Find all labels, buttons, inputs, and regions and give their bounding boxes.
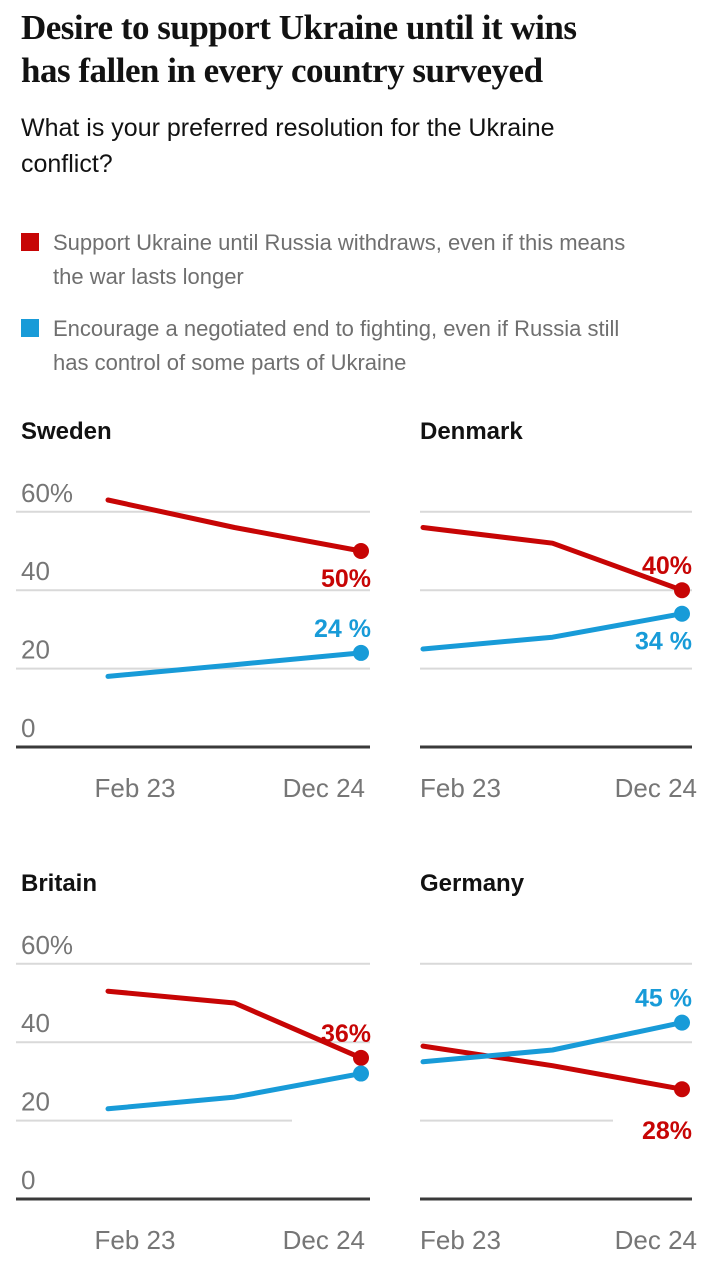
x-tick-label-end: Dec 24 [615, 1225, 697, 1255]
x-tick-label-start: Feb 23 [95, 1225, 176, 1255]
red-value-label: 50% [321, 565, 371, 593]
red-line [420, 1043, 685, 1092]
chart-legend: Support Ukraine until Russia withdraws, … [21, 226, 697, 398]
x-tick-label-end: Dec 24 [283, 773, 365, 803]
panel-title-sweden: Sweden [21, 418, 112, 445]
x-tick-label-end: Dec 24 [615, 773, 697, 803]
denmark-chart: 40% 34 % Feb 23 Dec 24 [420, 510, 697, 803]
red-value-label: 28% [642, 1117, 692, 1145]
y-tick-label: 40 [21, 1008, 50, 1038]
panel-title-britain: Britain [21, 870, 98, 897]
legend-text-line: Support Ukraine until Russia withdraws, … [53, 230, 626, 255]
x-tick-label-start: Feb 23 [420, 773, 501, 803]
britain-plot-area: 0 20 40 60% 36% Feb 23 Dec 24 [16, 934, 374, 1264]
legend-item-support-ukraine: Support Ukraine until Russia withdraws, … [21, 226, 697, 294]
x-tick-label-start: Feb 23 [95, 773, 176, 803]
blue-swatch-icon [21, 319, 39, 337]
red-end-dot [353, 543, 369, 559]
sweden-chart: 0 20 40 60% 50% 24 % Feb 23 Dec 24 [16, 482, 371, 803]
red-swatch-icon [21, 233, 39, 251]
y-tick-label: 40 [21, 556, 50, 586]
x-tick-label-start: Feb 23 [420, 1225, 501, 1255]
red-end-dot [674, 582, 690, 599]
sweden-plot-area: 0 20 40 60% 50% 24 % Feb 23 Dec 24 [16, 482, 374, 812]
y-tick-label: 0 [21, 1165, 35, 1195]
blue-line [420, 1020, 685, 1065]
legend-text-line: the war lasts longer [53, 264, 244, 289]
page-title: Desire to support Ukraine until it wins … [21, 6, 697, 92]
red-value-label: 40% [642, 552, 692, 580]
x-tick-label-end: Dec 24 [283, 1225, 365, 1255]
chart-subtitle: What is your preferred resolution for th… [21, 110, 697, 182]
red-end-dot [674, 1081, 690, 1098]
y-tick-label: 20 [21, 1087, 50, 1117]
chart-header: Desire to support Ukraine until it wins … [21, 6, 697, 182]
title-line-1: Desire to support Ukraine until it wins [21, 8, 577, 47]
subtitle-line-2: conflict? [21, 150, 113, 178]
red-line [105, 497, 364, 554]
blue-end-dot [674, 1014, 690, 1031]
y-tick-label: 60% [21, 934, 73, 960]
legend-text-line: has control of some parts of Ukraine [53, 350, 407, 375]
blue-line [105, 1071, 364, 1112]
blue-value-label: 34 % [635, 628, 692, 656]
germany-chart: 28% 45 % Feb 23 Dec 24 [420, 962, 697, 1255]
legend-item-negotiated-end: Encourage a negotiated end to fighting, … [21, 312, 697, 380]
denmark-plot-area: 40% 34 % Feb 23 Dec 24 [420, 482, 700, 812]
red-line [105, 988, 364, 1061]
blue-line [420, 611, 685, 652]
blue-end-dot [353, 644, 369, 661]
red-value-label: 36% [321, 1020, 371, 1048]
red-end-dot [353, 1049, 369, 1066]
blue-value-label: 24 % [314, 615, 371, 643]
y-tick-label: 20 [21, 635, 50, 665]
germany-plot-area: 28% 45 % Feb 23 Dec 24 [420, 934, 700, 1264]
britain-chart: 0 20 40 60% 36% Feb 23 Dec 24 [16, 934, 371, 1255]
blue-line [105, 650, 364, 679]
red-line [420, 525, 685, 593]
legend-label-negotiated-end: Encourage a negotiated end to fighting, … [53, 312, 619, 380]
blue-end-dot [353, 1065, 369, 1082]
legend-label-support-ukraine: Support Ukraine until Russia withdraws, … [53, 226, 625, 294]
panel-title-germany: Germany [420, 870, 525, 897]
y-tick-label: 0 [21, 713, 35, 743]
panel-title-denmark: Denmark [420, 418, 523, 445]
title-line-2: has fallen in every country surveyed [21, 51, 543, 90]
y-tick-label: 60% [21, 482, 73, 508]
blue-end-dot [674, 605, 690, 622]
blue-value-label: 45 % [635, 985, 692, 1013]
legend-text-line: Encourage a negotiated end to fighting, … [53, 316, 620, 341]
subtitle-line-1: What is your preferred resolution for th… [21, 114, 555, 142]
